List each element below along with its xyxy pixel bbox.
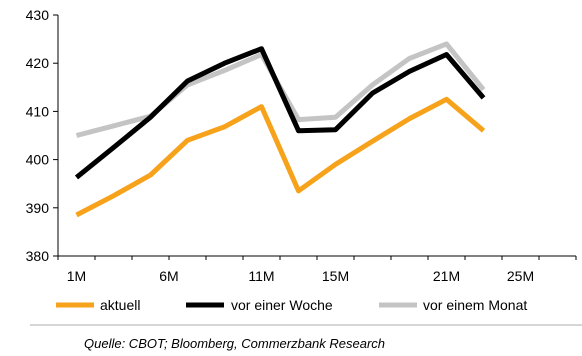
y-tick-label: 410 bbox=[26, 103, 50, 119]
x-tick-label: 21M bbox=[433, 268, 460, 284]
series-line-vor-einer-woche bbox=[74, 46, 486, 180]
y-tick-label: 390 bbox=[26, 200, 50, 216]
series-lines bbox=[74, 41, 486, 218]
legend-label-vor-einem-monat: vor einem Monat bbox=[423, 297, 527, 313]
legend: aktuell vor einer Woche vor einem Monat bbox=[56, 297, 527, 313]
x-tick-label: 11M bbox=[248, 268, 274, 284]
y-tick-label: 380 bbox=[26, 248, 50, 264]
source-note: Quelle: CBOT; Bloomberg, Commerzbank Res… bbox=[84, 336, 385, 351]
y-tick-label: 400 bbox=[26, 152, 50, 168]
x-tick-label: 1M bbox=[67, 268, 86, 284]
series-line-aktuell bbox=[75, 96, 486, 218]
x-tick-label: 6M bbox=[159, 268, 178, 284]
y-tick-label: 420 bbox=[26, 55, 50, 71]
legend-label-vor-einer-woche: vor einer Woche bbox=[231, 297, 333, 313]
axes: 380 390 400 410 420 430 1M 6M 11M 15M 21M 25M bbox=[26, 7, 577, 284]
x-tick-label: 25M bbox=[507, 268, 534, 284]
legend-label-aktuell: aktuell bbox=[100, 297, 140, 313]
y-tick-label: 430 bbox=[26, 7, 50, 23]
x-tick-label: 15M bbox=[322, 268, 349, 284]
